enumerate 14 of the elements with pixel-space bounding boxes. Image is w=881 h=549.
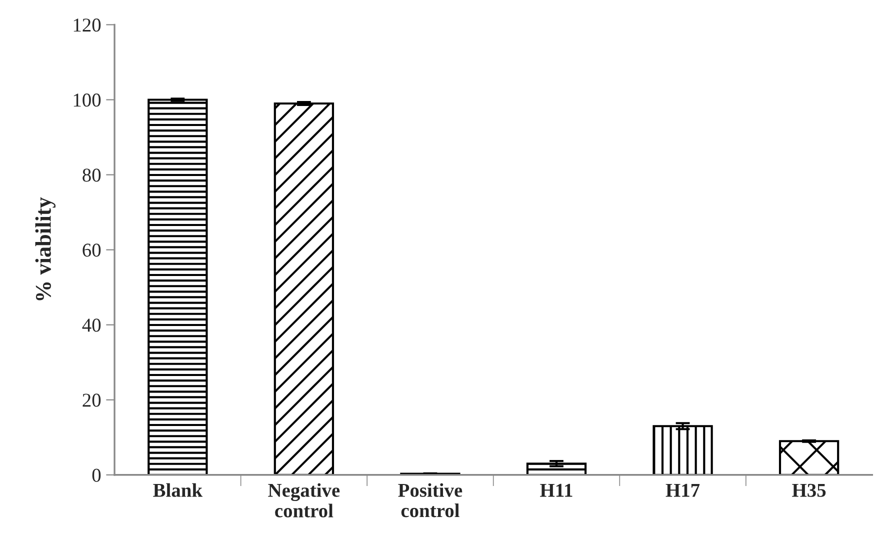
y-tick-label: 100 bbox=[74, 94, 101, 107]
x-tick-label: H35 bbox=[792, 484, 826, 497]
y-tick-label: 60 bbox=[82, 244, 101, 257]
x-tick-label: H11 bbox=[540, 484, 572, 497]
y-tick-label: 40 bbox=[82, 318, 101, 332]
y-tick-label: 0 bbox=[92, 468, 101, 482]
y-tick-label: 80 bbox=[82, 168, 101, 182]
x-tick-label: Negative control bbox=[268, 483, 340, 518]
x-tick-label: H17 bbox=[666, 484, 700, 497]
y-tick-label: 120 bbox=[74, 18, 101, 32]
x-tick-label: Positive control bbox=[398, 483, 462, 518]
y-tick-label: 20 bbox=[82, 394, 101, 407]
x-tick-label: Blank bbox=[153, 483, 202, 497]
y-axis-title: % viability bbox=[35, 197, 56, 300]
